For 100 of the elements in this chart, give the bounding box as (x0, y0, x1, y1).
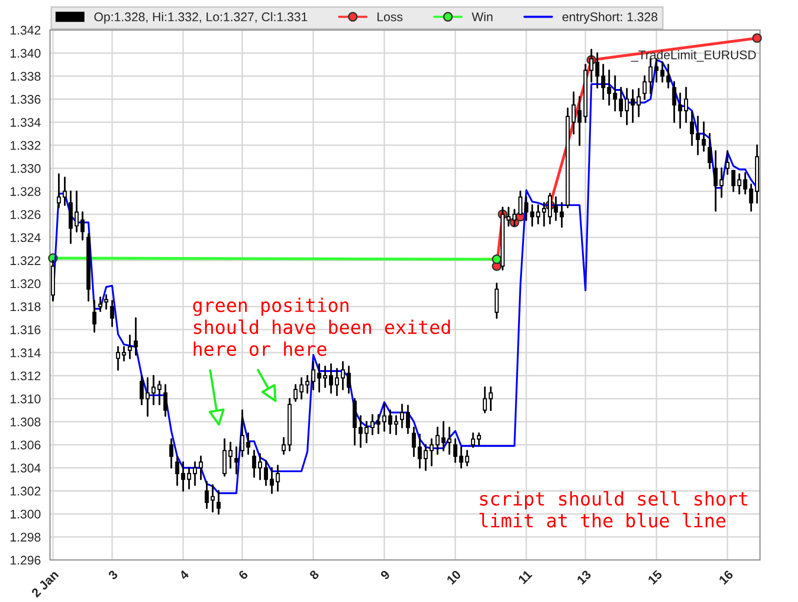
candlestick (104, 294, 108, 310)
candlestick (518, 190, 522, 216)
candlestick (394, 415, 398, 436)
candlestick (234, 446, 238, 474)
candlestick (412, 426, 416, 458)
x-tick-label: 16 (718, 570, 734, 585)
candlestick (471, 432, 476, 448)
y-tick-label: 1.300 (10, 510, 40, 519)
x-tick-label: 10 (446, 570, 462, 585)
candlestick (370, 414, 374, 436)
candlestick (536, 204, 540, 224)
candlestick (181, 461, 186, 492)
candlestick (163, 384, 168, 417)
candlestick (98, 296, 102, 312)
candlestick (441, 420, 446, 452)
point (492, 254, 502, 264)
y-tick-label: 1.304 (10, 464, 41, 472)
candlestick (548, 192, 552, 224)
candlestick (187, 466, 192, 490)
y-tick-label: 1.332 (10, 141, 40, 150)
candlestick (122, 346, 126, 362)
candlestick (299, 377, 304, 400)
x-tick-label: 15 (648, 570, 663, 585)
candlestick (140, 374, 144, 406)
candlestick (340, 360, 345, 390)
candlestick (488, 386, 493, 412)
candlestick (175, 455, 180, 486)
y-tick-label: 1.298 (10, 532, 40, 542)
candlestick (714, 150, 718, 212)
y-tick-label: 1.314 (10, 348, 41, 358)
candlestick (128, 334, 132, 360)
candlestick (465, 450, 470, 466)
y-tick-label: 1.310 (10, 394, 40, 404)
candlestick (476, 432, 481, 446)
y-tick-label: 1.320 (10, 279, 40, 288)
y-tick-label: 1.340 (10, 48, 40, 58)
candlestick (720, 167, 724, 198)
x-tick-label: 9 (380, 570, 390, 580)
candlestick (376, 414, 380, 434)
x-tick-label: 11 (518, 570, 532, 584)
candlestick (400, 404, 404, 428)
legend-label: Op:1.328, Hi:1.332, Lo:1.327, Cl:1.331 (94, 12, 308, 24)
candlestick (430, 438, 434, 466)
candlestick (216, 490, 221, 515)
candlestick (334, 368, 339, 396)
candlestick (749, 184, 754, 212)
candlestick (134, 317, 138, 356)
candlestick (607, 69, 612, 106)
candlestick (589, 48, 594, 83)
candlestick (572, 91, 576, 135)
candlestick (642, 75, 647, 100)
candlestick (228, 442, 232, 469)
candlestick (678, 92, 682, 129)
candlestick (560, 202, 564, 228)
candlestick (329, 363, 334, 394)
candlestick (364, 420, 369, 444)
y-tick-label: 1.334 (10, 118, 41, 127)
candlestick (725, 150, 730, 175)
candlestick (578, 96, 582, 146)
y-tick-label: 1.296 (10, 556, 40, 565)
candlestick (62, 176, 67, 206)
candlestick (152, 374, 156, 406)
y-tick-label: 1.330 (10, 164, 40, 173)
candlestick (264, 460, 268, 486)
x-tick-label: 2 Jan (30, 570, 59, 598)
candlestick (294, 384, 298, 402)
y-tick-label: 1.328 (10, 187, 40, 196)
candlestick (696, 116, 700, 156)
candlestick (110, 300, 114, 327)
legend-label: Loss (378, 12, 402, 22)
y-tick-label: 1.302 (10, 486, 40, 496)
candlestick (116, 346, 120, 371)
candlestick (146, 377, 150, 417)
y-tick-label: 1.326 (10, 210, 40, 219)
annotation: green position should have been exited here or here (193, 298, 450, 356)
candlestick (56, 173, 61, 208)
candlestick (80, 211, 85, 241)
candlestick (258, 453, 262, 480)
y-tick-label: 1.306 (10, 440, 40, 450)
x-tick-label: 6 (238, 570, 248, 580)
candlestick (731, 170, 736, 192)
legend-label: entryShort: 1.328 (562, 12, 658, 24)
x-tick-label: 4 (178, 569, 190, 580)
y-tick-label: 1.342 (10, 26, 40, 35)
candlestick (346, 366, 351, 394)
candlestick (358, 415, 363, 448)
y-tick-label: 1.322 (10, 256, 40, 266)
candlestick (323, 366, 328, 388)
candlestick (447, 426, 452, 455)
candlestick (613, 75, 618, 112)
candlestick (512, 208, 516, 227)
candlestick (672, 81, 676, 124)
x-tick-label: 3 (108, 570, 118, 580)
y-tick-label: 1.308 (10, 418, 40, 426)
point (752, 33, 762, 43)
candlestick (618, 86, 623, 118)
candlestick (92, 300, 96, 333)
y-tick-label: 1.316 (10, 325, 40, 334)
candlestick (554, 196, 558, 221)
candlestick (482, 386, 487, 414)
